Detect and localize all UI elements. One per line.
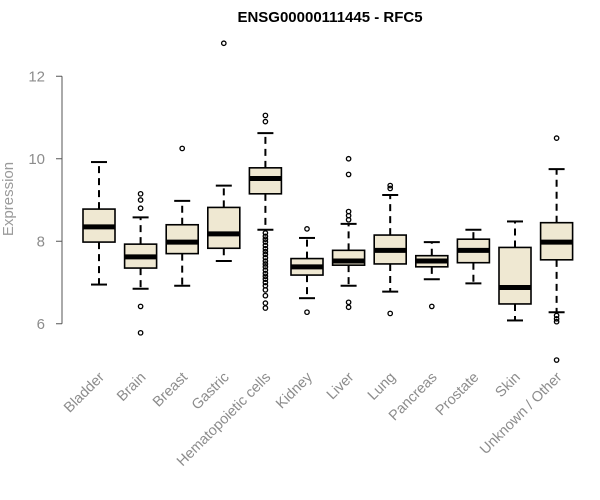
outlier-point [262,279,269,286]
box-group [290,226,324,316]
x-tick-label: Breast [150,370,191,411]
box-group [82,161,116,286]
outlier-point [262,112,269,119]
outlier-point [220,40,227,47]
box-group [331,155,366,311]
x-tick-label: Lung [365,370,399,404]
outlier-point [137,205,144,212]
outlier-point [553,135,560,141]
outlier-point [345,299,352,306]
outlier-point [345,155,352,162]
box-group [498,220,532,322]
outlier-point [262,263,269,270]
outlier-point [428,303,435,310]
outlier-point [262,270,269,277]
outlier-point [553,312,560,319]
y-tick-label: 8 [37,233,45,250]
y-tick-label: 12 [28,68,45,85]
x-tick-label: Kidney [273,369,316,412]
x-tick-label: Bladder [61,369,108,416]
y-tick-label: 6 [37,316,45,333]
outlier-point [262,300,269,306]
box-group [539,135,574,363]
outlier-point [387,310,394,317]
outlier-point [262,276,269,283]
outlier-point [262,267,269,273]
box-group [165,145,199,287]
box-group [248,112,283,311]
outlier-point [262,251,269,258]
outlier-point [262,282,269,289]
box-group [123,190,158,336]
outlier-point [387,182,394,189]
x-tick-label: Brain [114,370,149,405]
y-tick-label: 10 [28,151,45,168]
chart-title: ENSG00000111445 - RFC5 [237,9,422,26]
outlier-point [137,197,144,203]
outlier-point [262,118,269,125]
outlier-point [262,239,269,245]
box [165,223,199,255]
box-group [207,40,241,263]
outlier-point [387,185,394,192]
y-axis-label: Expression [0,162,17,236]
box-group [414,241,449,310]
outlier-point [262,233,269,240]
box [207,206,241,250]
outlier-point [262,242,269,249]
x-tick-label: Skin [493,370,524,401]
outlier-point [345,304,352,311]
boxes [82,40,574,363]
outlier-point [304,309,310,316]
outlier-point [262,248,269,255]
outlier-point [137,303,144,310]
outlier-point [262,292,269,299]
outlier-point [262,258,269,264]
outlier-point [179,145,186,152]
outlier-point [262,230,269,236]
box-group [456,228,491,285]
outlier-point [345,171,352,178]
outlier-point [262,305,269,311]
outlier-point [137,190,144,197]
x-tick-label: Liver [324,369,358,403]
y-axis: 6 8 10 12 [28,68,63,333]
outlier-point [553,357,560,363]
box-group [373,182,408,317]
box [498,246,532,305]
outlier-point [345,208,352,215]
outlier-point [262,273,269,280]
x-tick-label: Prostate [433,370,482,419]
outlier-point [553,318,560,325]
outlier-point [262,254,269,261]
outlier-point [137,329,144,336]
outlier-point [553,315,560,322]
outlier-point [304,226,310,232]
outlier-point [262,236,269,243]
outlier-point [262,245,269,252]
outlier-point [262,261,269,267]
